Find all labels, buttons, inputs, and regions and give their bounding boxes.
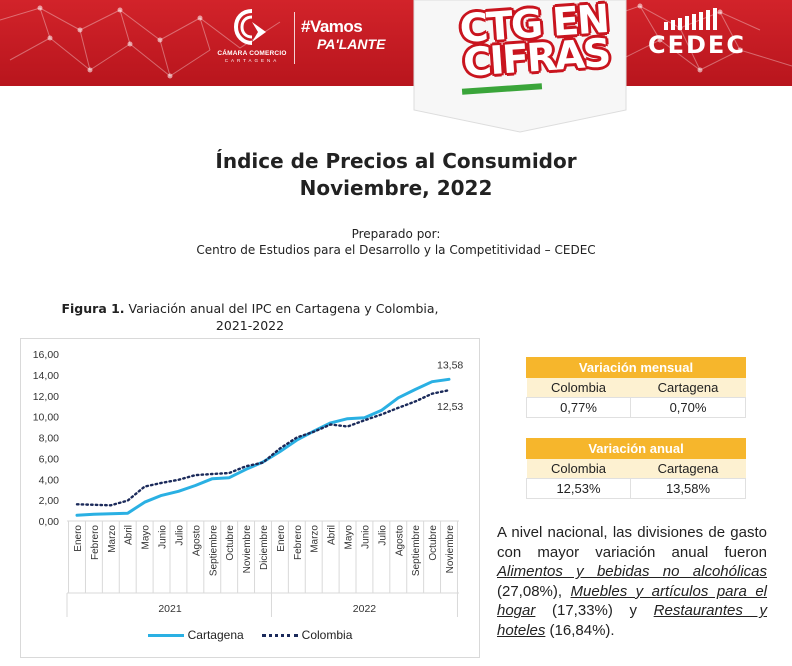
camara-comercio-emblem-icon xyxy=(233,9,266,45)
annual-table-title: Variación anual xyxy=(526,438,746,459)
x-tick-label: Noviembre xyxy=(445,525,456,574)
x-tick-label: Abril xyxy=(327,525,338,545)
legend-item-colombia: Colombia xyxy=(261,628,353,642)
figure-caption: Figura 1. Variación anual del IPC en Car… xyxy=(24,300,476,334)
x-tick-label: Septiembre xyxy=(411,525,422,577)
paragraph-item-furniture-value: (17,33%) y xyxy=(535,602,654,620)
x-tick-label: Marzo xyxy=(107,525,118,553)
chart-legend: Cartagena Colombia xyxy=(21,628,479,642)
y-tick-label: 14,00 xyxy=(33,370,59,382)
slogan-line2: PA'LANTE xyxy=(317,36,386,52)
y-tick-label: 10,00 xyxy=(33,412,59,424)
x-tick-label: Agosto xyxy=(394,525,405,557)
x-tick-label: Enero xyxy=(73,525,84,552)
figure-caption-line2: 2021-2022 xyxy=(215,318,285,333)
x-tick-label: Mayo xyxy=(344,525,355,550)
annual-header-colombia: Colombia xyxy=(526,458,631,479)
title-line2: Noviembre, 2022 xyxy=(299,176,493,200)
prepared-by: Preparado por: Centro de Estudios para e… xyxy=(0,226,792,258)
camara-comercio-logo: CÁMARA COMERCIO CARTAGENA xyxy=(212,8,292,63)
paragraph-intro: A nivel nacional, las divisiones de gast… xyxy=(497,524,767,561)
network-pattern-decoration xyxy=(0,3,792,79)
y-tick-label: 6,00 xyxy=(39,453,60,465)
legend-item-cartagena: Cartagena xyxy=(147,628,244,642)
monthly-table-title: Variación mensual xyxy=(526,357,746,378)
x-tick-label: Noviembre xyxy=(242,525,253,574)
slogan: #Vamos PA'LANTE xyxy=(301,17,386,53)
summary-paragraph: A nivel nacional, las divisiones de gast… xyxy=(497,523,767,641)
y-tick-label: 12,00 xyxy=(33,391,59,403)
x-tick-label: Octubre xyxy=(428,525,439,561)
annual-value-colombia: 12,53% xyxy=(526,478,631,499)
x-tick-label: Agosto xyxy=(191,525,202,557)
logo-divider xyxy=(294,12,295,64)
x-tick-label: Octubre xyxy=(225,525,236,561)
annual-variation-table: Variación anual Colombia Cartagena 12,53… xyxy=(526,438,746,499)
page-title: Índice de Precios al Consumidor Noviembr… xyxy=(0,148,792,202)
chamber-city: CARTAGENA xyxy=(224,58,280,63)
monthly-variation-table: Variación mensual Colombia Cartagena 0,7… xyxy=(526,357,746,418)
prepared-by-org: Centro de Estudios para el Desarrollo y … xyxy=(196,243,596,257)
x-tick-label: Septiembre xyxy=(208,525,219,577)
x-tick-label: Junio xyxy=(158,525,169,549)
x-tick-label: Febrero xyxy=(293,525,304,560)
prepared-by-label: Preparado por: xyxy=(351,227,441,241)
x-tick-label: Abril xyxy=(124,525,135,545)
paragraph-item-restaurants: Restaurantes y hoteles xyxy=(497,602,767,639)
series-line2: CIFRAS xyxy=(461,30,611,87)
y-tick-label: 4,00 xyxy=(39,474,60,486)
legend-swatch-solid xyxy=(147,633,184,637)
legend-label-cartagena: Cartagena xyxy=(187,628,244,642)
x-tick-label: Enero xyxy=(276,525,287,552)
monthly-header-cartagena: Cartagena xyxy=(630,377,746,398)
figure-caption-line1: Variación anual del IPC en Cartagena y C… xyxy=(128,301,439,316)
series-line-colombia xyxy=(75,389,451,507)
x-tick-label: Julio xyxy=(377,525,388,546)
series-line-cartagena xyxy=(75,377,451,517)
monthly-value-colombia: 0,77% xyxy=(526,397,631,418)
header-banner: CÁMARA COMERCIO CARTAGENA #Vamos PA'LANT… xyxy=(0,0,792,86)
x-tick-label: Diciembre xyxy=(259,525,270,570)
data-label-colombia: 12,53 xyxy=(437,401,463,413)
legend-swatch-dotted xyxy=(261,633,298,637)
y-tick-label: 2,00 xyxy=(39,495,60,507)
annual-header-cartagena: Cartagena xyxy=(630,458,746,479)
x-tick-label: Febrero xyxy=(90,525,101,560)
x-tick-label: Julio xyxy=(174,525,185,546)
cedec-logo: CEDEC xyxy=(648,8,758,58)
cedec-name: CEDEC xyxy=(648,31,746,59)
title-line1: Índice de Precios al Consumidor xyxy=(215,149,577,173)
paragraph-item-restaurants-value: (16,84%). xyxy=(545,621,615,639)
annual-value-cartagena: 13,58% xyxy=(630,478,746,499)
paragraph-item-food: Alimentos y bebidas no alcohólicas xyxy=(497,563,767,581)
x-tick-label: Junio xyxy=(360,525,371,549)
legend-label-colombia: Colombia xyxy=(301,628,353,642)
y-tick-label: 0,00 xyxy=(39,516,60,528)
group-label-2022: 2022 xyxy=(353,603,377,615)
y-tick-label: 8,00 xyxy=(39,433,60,445)
cedec-bars-icon xyxy=(648,8,758,30)
group-label-2021: 2021 xyxy=(158,603,182,615)
x-tick-label: Mayo xyxy=(141,525,152,550)
monthly-value-cartagena: 0,70% xyxy=(630,397,746,418)
monthly-header-colombia: Colombia xyxy=(526,377,631,398)
ctg-en-cifras-logo: CTG EN CIFRAS xyxy=(446,0,624,87)
paragraph-item-furniture: Muebles y artículos para el hogar xyxy=(497,582,767,620)
ctg-en-cifras-pennant xyxy=(413,0,627,133)
chamber-name: CÁMARA COMERCIO xyxy=(217,50,287,57)
ipc-line-chart: 0,00 2,00 4,00 6,00 8,00 10,00 12,00 14,00 16,00… xyxy=(20,338,480,658)
data-label-cartagena: 13,58 xyxy=(437,359,463,371)
x-tick-label: Marzo xyxy=(310,525,321,553)
figure-label: Figura 1. xyxy=(61,301,125,316)
paragraph-item-food-value: (27,08%), xyxy=(497,582,571,600)
y-tick-label: 16,00 xyxy=(33,349,59,361)
slogan-line1: #Vamos xyxy=(301,17,363,36)
chart-canvas: 0,00 2,00 4,00 6,00 8,00 10,00 12,00 14,00 16,00… xyxy=(33,349,463,617)
